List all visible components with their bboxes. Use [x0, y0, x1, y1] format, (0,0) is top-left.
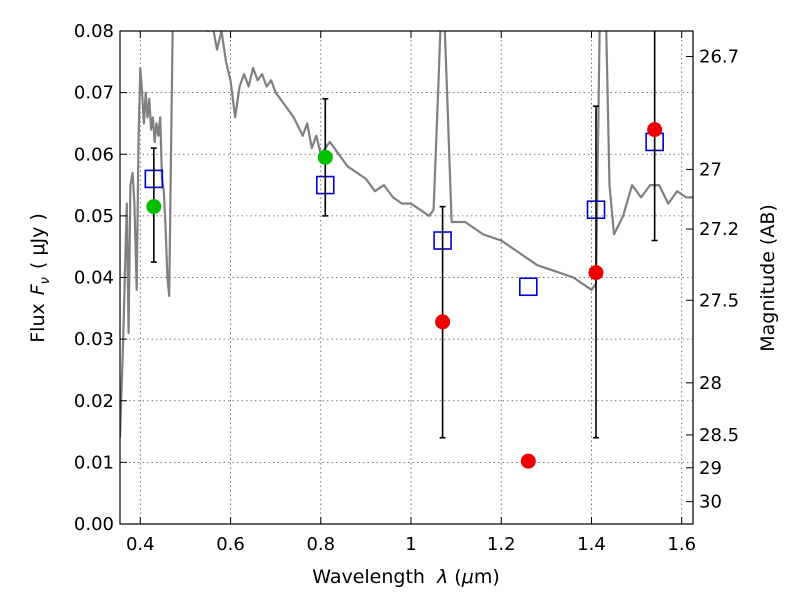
y-tick-label: 0.00 — [74, 514, 114, 535]
x-axis-label-prefix: Wavelength — [312, 566, 425, 588]
y-axis-label-unit: ( μJy ) — [27, 213, 49, 269]
axis-ticks: 0.4 0.6 0.8 1 1.2 1.4 1.6 0.00 0.01 0.02 0.03 0.04 0… — [74, 21, 739, 555]
model-photometry-square — [519, 277, 538, 297]
y2-tick-label: 27 — [699, 159, 722, 180]
plot-area — [120, 31, 693, 469]
x-tick-label: 1.4 — [577, 534, 606, 555]
y-tick-label: 0.04 — [74, 268, 114, 289]
x-axis-label-symbol: λ — [436, 566, 448, 588]
y2-tick-label: 27.5 — [699, 290, 739, 311]
observed-flux-point — [588, 265, 604, 281]
y-tick-label: 0.03 — [74, 329, 114, 350]
y-axis-label-prefix: Flux — [27, 303, 49, 343]
x-tick-label: 0.8 — [306, 534, 335, 555]
y2-axis-label: Magnitude (AB) — [757, 204, 779, 352]
y-axis-label-symbol: F — [27, 283, 49, 295]
y-tick-label: 0.08 — [74, 21, 114, 42]
y-tick-label: 0.01 — [74, 452, 114, 473]
x-tick-label: 1 — [405, 534, 416, 555]
observed-flux-point — [647, 122, 663, 138]
observed-flux-point — [435, 314, 451, 330]
model-spectrum-line — [120, 31, 693, 438]
y2-tick-label: 28 — [699, 373, 722, 394]
y-axis-label-subscript: ν — [38, 277, 53, 284]
x-axis-label-unit-mu: μ — [461, 566, 474, 588]
y-tick-label: 0.05 — [74, 206, 114, 227]
y-tick-label: 0.07 — [74, 83, 114, 104]
y2-tick-label: 27.2 — [699, 219, 739, 240]
y2-tick-label: 28.5 — [699, 425, 739, 446]
y2-tick-label: 29 — [699, 458, 722, 479]
x-tick-label: 1.2 — [487, 534, 516, 555]
observed-flux-point — [317, 149, 333, 165]
x-axis-label: Wavelength λ (μm) — [312, 566, 499, 588]
y2-tick-label: 26.7 — [699, 47, 739, 68]
x-tick-label: 0.4 — [126, 534, 155, 555]
y-tick-label: 0.06 — [74, 144, 114, 165]
y-axis-label: Flux Fν ( μJy ) — [27, 213, 53, 343]
x-axis-label-unit-rest: m) — [474, 566, 500, 588]
observed-flux-point — [146, 199, 162, 215]
x-tick-label: 0.6 — [216, 534, 245, 555]
y-tick-label: 0.02 — [74, 391, 114, 412]
x-tick-label: 1.6 — [667, 534, 696, 555]
y2-tick-label: 30 — [699, 492, 722, 513]
x-axis-label-unit-open: ( — [448, 566, 461, 588]
observed-flux-point — [520, 453, 536, 469]
